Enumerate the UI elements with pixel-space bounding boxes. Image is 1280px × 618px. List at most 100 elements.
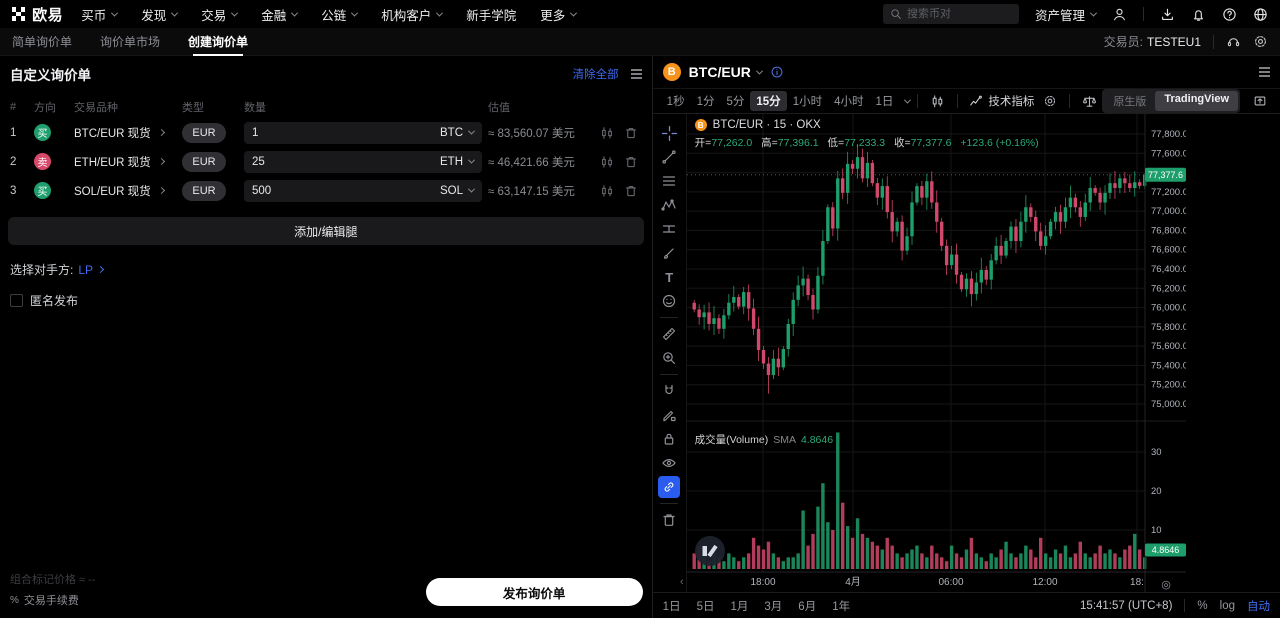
nav-item-buy-crypto[interactable]: 买币	[81, 5, 119, 24]
zoom-in-tool-icon[interactable]	[657, 347, 681, 369]
nav-item-academy[interactable]: 新手学院	[466, 8, 517, 23]
divider	[1143, 7, 1144, 21]
measure-ruler-icon[interactable]	[657, 323, 681, 345]
clear-all-link[interactable]: 清除全部	[572, 69, 619, 81]
nav-item-more[interactable]: 更多	[540, 5, 578, 24]
okx-logo[interactable]: 欧易	[12, 4, 63, 25]
chevron-down-icon[interactable]	[904, 96, 912, 104]
currency-pill[interactable]: EUR	[182, 151, 226, 172]
panel-menu-icon[interactable]	[630, 69, 642, 79]
asset-management-menu[interactable]: 资产管理	[1035, 5, 1098, 24]
timeframe-15m[interactable]: 15分	[750, 91, 787, 111]
leg-index: 3	[10, 184, 17, 197]
remove-drawings-trash-icon[interactable]	[657, 509, 681, 531]
candlestick-chart[interactable]: 77,800.077,600.077,400.077,200.077,000.0…	[686, 114, 1186, 593]
nav-item-discover[interactable]: 发现	[141, 5, 179, 24]
trend-line-tool-icon[interactable]	[657, 146, 681, 168]
range-1y[interactable]: 1年	[832, 600, 851, 613]
timeframe-1m[interactable]: 1分	[696, 96, 715, 108]
counterparty-link[interactable]: LP	[78, 263, 105, 277]
delete-leg-icon[interactable]	[624, 184, 638, 198]
symbol-selector[interactable]: BTC/EUR	[689, 64, 763, 80]
position-tool-icon[interactable]	[657, 218, 681, 240]
nav-item-institutional[interactable]: 机构客户	[381, 5, 444, 24]
text-tool-icon[interactable]: T	[665, 269, 674, 285]
tab-rfq-market[interactable]: 询价单市场	[100, 35, 161, 49]
svg-text:75,800.0: 75,800.0	[1151, 322, 1186, 333]
chart-menu-icon[interactable]	[1259, 67, 1270, 77]
search-input[interactable]	[882, 4, 1019, 24]
currency-pill[interactable]: EUR	[182, 180, 226, 201]
add-edit-legs-button[interactable]: 添加/编辑腿	[8, 217, 644, 245]
demo-trading-icon[interactable]	[1226, 34, 1241, 49]
crosshair-tool-icon[interactable]	[657, 122, 681, 144]
timeframe-1s[interactable]: 1秒	[666, 96, 685, 108]
delete-leg-icon[interactable]	[624, 155, 638, 169]
nav-item-finance[interactable]: 金融	[261, 5, 299, 24]
instrument-selector[interactable]: SOL/EUR 现货	[74, 183, 176, 199]
range-1d[interactable]: 1日	[662, 600, 681, 613]
instrument-selector[interactable]: BTC/EUR 现货	[74, 125, 176, 141]
compare-scales-icon[interactable]	[1077, 94, 1102, 109]
lock-drawings-icon[interactable]	[657, 428, 681, 450]
range-3mo[interactable]: 3月	[764, 600, 783, 613]
chart-mode-toggle: 原生版 TradingView	[1102, 89, 1240, 113]
timeframe-4h[interactable]: 4小时	[834, 96, 864, 108]
range-6mo[interactable]: 6月	[798, 600, 817, 613]
timeframe-1d[interactable]: 1日	[875, 96, 894, 108]
settings-gear-icon[interactable]	[1253, 34, 1268, 49]
fib-retracement-tool-icon[interactable]	[657, 170, 681, 192]
notifications-bell-icon[interactable]	[1191, 7, 1206, 22]
view-chart-icon[interactable]	[600, 126, 614, 140]
candle-style-icon[interactable]	[925, 94, 950, 109]
instrument-selector[interactable]: ETH/EUR 现货	[74, 154, 176, 170]
view-chart-icon[interactable]	[600, 155, 614, 169]
publish-rfq-button[interactable]: 发布询价单	[425, 578, 643, 606]
nav-item-chain[interactable]: 公链	[321, 5, 359, 24]
hide-drawings-eye-icon[interactable]	[657, 452, 681, 474]
tab-create-rfq[interactable]: 创建询价单	[188, 28, 248, 56]
help-icon[interactable]	[1222, 7, 1237, 22]
sync-drawings-link-icon[interactable]	[658, 476, 681, 498]
delete-leg-icon[interactable]	[624, 126, 638, 140]
currency-pill[interactable]: EUR	[182, 122, 226, 143]
percent-scale-toggle[interactable]: %	[1197, 599, 1208, 612]
unit-dropdown[interactable]: SOL	[440, 185, 476, 197]
chart-bottom-bar: 1日 5日 1月 3月 6月 1年 15:41:57 (UTC+8) % log…	[652, 592, 1280, 618]
xabcd-pattern-tool-icon[interactable]	[657, 194, 681, 216]
tab-simple-rfq[interactable]: 简单询价单	[12, 35, 73, 49]
magnet-tool-icon[interactable]	[657, 380, 681, 402]
amount-input[interactable]: 500 SOL	[244, 179, 482, 202]
range-5d[interactable]: 5日	[696, 600, 715, 613]
chart-clock[interactable]: 15:41:57 (UTC+8)	[1080, 599, 1173, 612]
divider	[1184, 599, 1186, 612]
unit-dropdown[interactable]: ETH	[440, 156, 476, 168]
language-globe-icon[interactable]	[1253, 7, 1268, 22]
timeframe-5m[interactable]: 5分	[726, 96, 745, 108]
divider	[1069, 94, 1071, 108]
chart-settings-gear-icon[interactable]	[1038, 94, 1062, 108]
range-1mo[interactable]: 1月	[730, 600, 749, 613]
brush-tool-icon[interactable]	[657, 242, 681, 264]
mode-tradingview[interactable]: TradingView	[1155, 91, 1238, 111]
drawing-edit-lock-icon[interactable]	[657, 404, 681, 426]
view-chart-icon[interactable]	[600, 184, 614, 198]
divider	[957, 94, 959, 108]
amount-input[interactable]: 1 BTC	[244, 121, 482, 144]
fullscreen-icon[interactable]	[1248, 94, 1272, 108]
combo-mark-price: 组合标记价格 ≈ --	[10, 574, 96, 586]
unit-dropdown[interactable]: BTC	[440, 127, 476, 139]
nav-item-trade[interactable]: 交易	[201, 5, 239, 24]
download-app-icon[interactable]	[1160, 7, 1175, 22]
mode-native[interactable]: 原生版	[1113, 96, 1147, 108]
auto-scale-toggle[interactable]: 自动	[1247, 600, 1270, 613]
info-icon[interactable]	[770, 65, 784, 79]
emoji-tool-icon[interactable]	[657, 290, 681, 312]
timeframe-1h[interactable]: 1小时	[792, 96, 823, 108]
collapse-toolbar-icon[interactable]: ‹	[680, 576, 684, 588]
anonymous-checkbox[interactable]	[10, 294, 23, 307]
user-profile-icon[interactable]	[1112, 7, 1127, 22]
technical-indicators-button[interactable]: 技术指标	[965, 93, 1038, 109]
amount-input[interactable]: 25 ETH	[244, 150, 482, 173]
log-scale-toggle[interactable]: log	[1219, 599, 1235, 612]
